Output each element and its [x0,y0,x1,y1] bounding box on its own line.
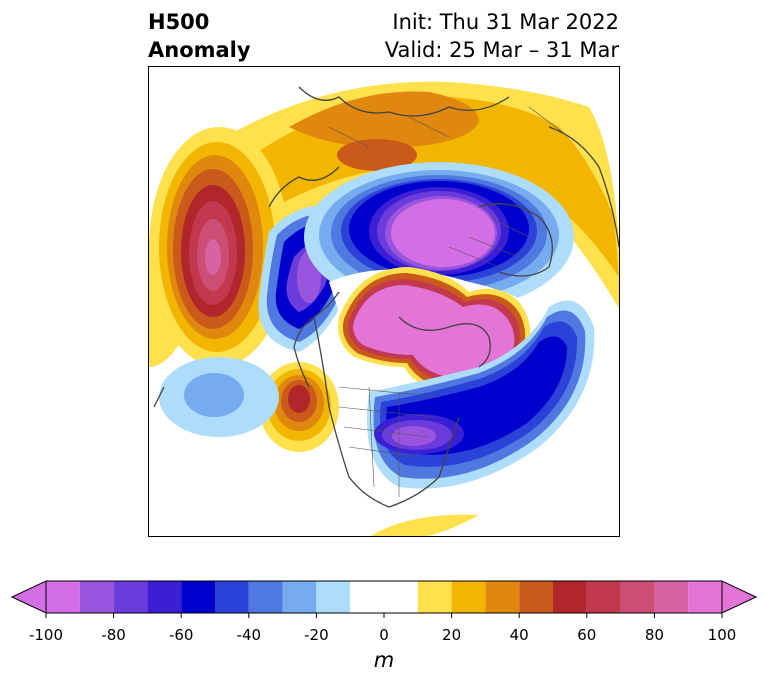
colorbar-bin [654,581,689,613]
colorbar-tick-label: 100 [707,626,737,644]
colorbar-under-arrow [10,580,47,614]
title-field: Anomaly [148,38,251,62]
greenland-ridge [338,267,531,397]
colorbar-bin [519,581,553,613]
colorbar-bin [688,581,722,613]
colorbar-tick-label: -100 [28,626,64,644]
map-panel [148,66,620,537]
colorbar-bin [79,581,114,613]
colorbar-tick-label: -40 [236,626,262,644]
colorbar-tick-label: 20 [442,626,462,644]
pacific-ridge [149,127,289,367]
title-variable: H500 [148,10,210,34]
colorbar-bin [417,581,452,613]
colorbar-bin [113,581,148,613]
colorbar-bin [451,581,486,613]
east-pacific-low [159,357,279,437]
colorbar-bin [586,581,621,613]
anomaly-map [149,81,619,536]
western-us-ridge [259,362,339,452]
valid-period: Valid: 25 Mar – 31 Mar [384,38,619,62]
colorbar-tick-label: 0 [379,626,389,644]
colorbar-bin [350,581,418,613]
colorbar-tick-label: 60 [577,626,597,644]
colorbar-bin [248,581,283,613]
borders [328,106,570,497]
coastlines [153,86,619,508]
colorbar [10,580,758,618]
colorbar-tick-label: -20 [304,626,329,644]
colorbar-bin [620,581,655,613]
colorbar-unit: m [373,648,395,672]
colorbar-tick-label: 80 [644,626,664,644]
colorbar-bin [316,581,351,613]
init-time: Init: Thu 31 Mar 2022 [392,10,619,34]
title-right: Init: Thu 31 Mar 2022 Valid: 25 Mar – 31… [385,8,619,64]
colorbar-bin [181,581,215,613]
colorbar-tick-label: -80 [101,626,126,644]
colorbar-tick-label: 40 [509,626,529,644]
subtropical-positive [370,514,479,536]
atlantic-trough [367,300,595,489]
colorbar-over-arrow [721,580,758,614]
colorbar-bin [282,581,317,613]
colorbar-bin [485,581,520,613]
colorbar-tick-label: -60 [168,626,194,644]
title-left: H500 Anomaly [148,8,251,64]
colorbar-bin [553,581,587,613]
colorbar-bin [147,581,182,613]
colorbar-bin [46,581,80,613]
colorbar-bin [215,581,249,613]
positive-anomaly-arc [149,81,619,367]
